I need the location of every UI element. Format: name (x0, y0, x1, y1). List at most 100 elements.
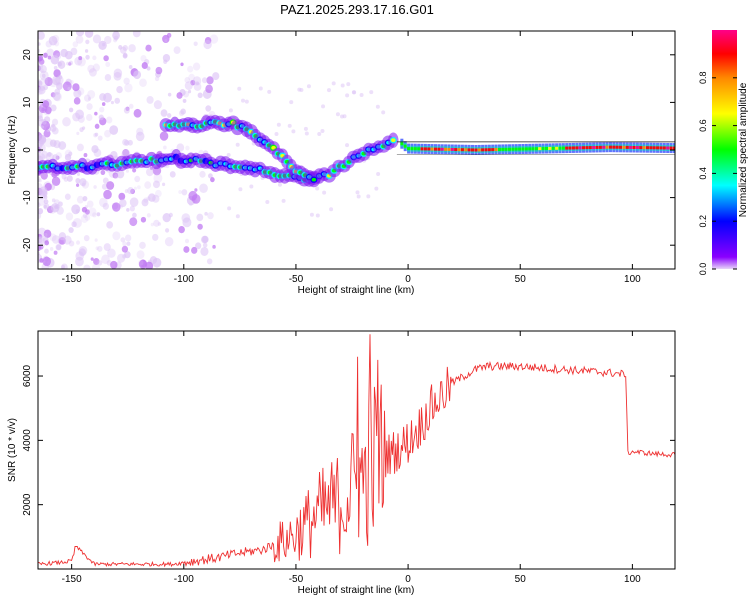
noise-blob (127, 139, 133, 146)
noise-blob (97, 245, 103, 252)
noise-blob (47, 55, 52, 60)
carrier-core (534, 147, 538, 151)
noise-blob (199, 170, 206, 178)
noise-blob (237, 86, 242, 91)
noise-blob (129, 217, 138, 227)
noise-blob (107, 248, 116, 258)
noise-blob (375, 104, 380, 109)
noise-blob (62, 117, 71, 127)
noise-blob (51, 123, 55, 128)
noise-blob (267, 89, 272, 94)
noise-blob (71, 204, 81, 215)
noise-blob (130, 188, 136, 195)
carrier-core (548, 146, 552, 150)
carrier-core (545, 147, 549, 151)
noise-blob (289, 100, 294, 105)
noise-blob (277, 182, 282, 187)
carrier-core (551, 146, 555, 150)
noise-blob (167, 92, 172, 97)
carrier-core (642, 146, 646, 150)
noise-blob (72, 217, 82, 228)
noise-blob (187, 65, 194, 73)
noise-blob (79, 178, 87, 186)
noise-blob (38, 115, 44, 122)
carrier-core (417, 147, 421, 151)
noise-blob (38, 176, 41, 183)
noise-blob (356, 194, 361, 199)
carrier-core (487, 148, 491, 152)
snr-panel: -150 -100 -50 0 50 100 2000 4000 6000 Height of … (7, 330, 676, 596)
noise-blob (124, 234, 132, 242)
noise-blob (55, 152, 62, 160)
noise-blob (204, 211, 208, 216)
noise-blob (132, 168, 137, 173)
noise-blob (206, 76, 214, 85)
noise-blob (366, 194, 371, 199)
noise-blob (41, 150, 49, 159)
carrier-core (410, 147, 414, 151)
y-tick-label: 6000 (22, 364, 33, 387)
noise-blob (128, 103, 134, 109)
carrier-core (625, 145, 629, 149)
noise-blob (104, 129, 112, 138)
noise-blob (81, 180, 90, 189)
carrier-core (619, 145, 623, 149)
noise-blob (181, 189, 188, 196)
noise-blob (81, 182, 86, 187)
carrier-core (400, 142, 404, 146)
carrier-core (538, 147, 542, 151)
noise-blob (69, 80, 74, 85)
noise-blob (140, 54, 147, 62)
noise-blob (49, 79, 58, 88)
noise-blob (64, 149, 72, 158)
noise-blob (80, 214, 89, 223)
carrier-core (474, 148, 478, 152)
noise-blob (196, 213, 204, 222)
colorbar-tick-label: 0.8 (698, 72, 708, 85)
carrier-core (508, 147, 512, 151)
carrier-core (524, 147, 528, 151)
noise-blob (64, 193, 71, 201)
noise-blob (100, 169, 106, 176)
noise-blob (113, 37, 118, 43)
noise-blob (146, 95, 154, 104)
noise-blob (71, 221, 77, 228)
noise-blob (274, 132, 279, 137)
carrier-core (622, 145, 626, 149)
noise-blob (51, 198, 56, 203)
noise-blob (83, 235, 90, 242)
carrier-core (608, 145, 612, 149)
noise-blob (39, 85, 45, 91)
noise-blob (97, 135, 103, 141)
noise-blob (64, 50, 73, 60)
noise-blob (58, 201, 63, 207)
noise-blob (93, 148, 102, 158)
noise-blob (207, 212, 214, 220)
noise-blob (84, 31, 94, 38)
noise-blob (85, 54, 90, 60)
noise-blob (101, 183, 108, 190)
noise-blob (87, 90, 96, 99)
noise-blob (146, 66, 151, 71)
noise-blob (79, 127, 84, 133)
noise-blob (87, 97, 91, 101)
carrier-core (578, 146, 582, 150)
noise-blob (197, 92, 203, 99)
carrier-core (484, 148, 488, 152)
carrier-core (645, 146, 649, 150)
noise-blob (162, 212, 171, 223)
noise-blob (162, 182, 166, 187)
noise-blob (136, 127, 144, 136)
noise-blob (39, 65, 47, 74)
carrier-core (491, 148, 495, 152)
noise-blob (118, 192, 126, 201)
noise-blob (185, 145, 190, 151)
noise-blob (67, 86, 71, 91)
noise-blob (92, 34, 102, 44)
noise-blob (57, 60, 66, 69)
noise-blob (276, 122, 281, 127)
noise-blob (381, 110, 386, 115)
noise-blob (93, 257, 100, 265)
snr-ticks: -150 -100 -50 0 50 100 2000 4000 6000 (22, 331, 675, 585)
